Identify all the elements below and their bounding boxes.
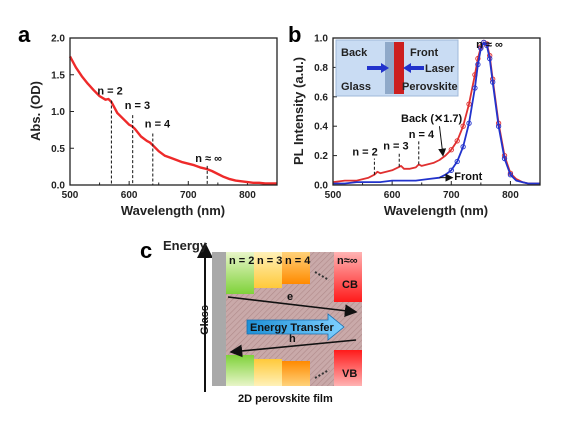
- hole-label: h: [289, 333, 296, 345]
- chart-a-ytick-label: 1.0: [51, 107, 65, 118]
- chart-a-ytick-label: 1.5: [51, 70, 65, 81]
- chart-b-data-point: [448, 167, 454, 173]
- chart-a-xtick-label: 800: [239, 190, 256, 201]
- chart-b-xtick-label: 800: [502, 190, 519, 201]
- hole-transfer-arrow: [229, 339, 357, 358]
- cb-block-n2: [226, 252, 254, 294]
- film-caption: 2D perovskite film: [238, 393, 333, 405]
- chart-b-front-label: Front: [454, 171, 482, 183]
- inset-front-arrow-icon: [403, 63, 411, 73]
- chart-b-data-point: [490, 79, 496, 85]
- chart-b-annotation: n = 3: [383, 141, 408, 153]
- vb-block-ninf: [334, 350, 362, 386]
- chart-b-ytick-label: 1.0: [314, 34, 328, 45]
- chart-a-ylabel: Abs. (OD): [28, 81, 43, 141]
- chart-b-back-pointer: [438, 126, 447, 157]
- chart-b-data-point: [478, 45, 484, 51]
- chart-b-data-point: [475, 61, 481, 68]
- chart-b-series-line-1: [333, 41, 540, 185]
- chart-b-ylabel: PL Intensity (a.u.): [291, 57, 306, 165]
- chart-b-data-point: [472, 85, 478, 91]
- chart-a-ytick-label: 0.5: [51, 144, 65, 155]
- chart-b-ytick-label: 0.8: [314, 63, 328, 74]
- vb-continuation-dots: [314, 369, 330, 379]
- chart-b-data-point: [481, 39, 487, 46]
- chart-b-data-point: [448, 147, 454, 153]
- phase-label-ninf: n≈∞: [337, 255, 358, 267]
- electron-transfer-arrow: [227, 296, 358, 318]
- chart-a-absorbance-line: [68, 55, 277, 185]
- inset-back-arrow-icon: [381, 63, 389, 73]
- chart-b-xlabel: Wavelength (nm): [384, 203, 488, 218]
- chart-b-xtick-label: 500: [325, 190, 342, 201]
- chart-b-xtick-label: 600: [384, 190, 401, 201]
- energy-axis-label: Energy: [163, 238, 208, 253]
- vb-block-n2: [226, 355, 254, 386]
- chart-a-absorbance: 500 600 700 800 0.0 0.5 1.0 1.5 2.0 n = 2n = 3 n =…: [28, 34, 278, 218]
- vb-label: VB: [342, 368, 357, 380]
- inset-back-label: Back: [341, 47, 368, 59]
- chart-b-data-point: [454, 138, 460, 144]
- panel-letter-c: c: [140, 238, 152, 263]
- vb-block-n4: [282, 361, 310, 386]
- chart-a-ytick-label: 2.0: [51, 34, 65, 45]
- chart-a-annotation: n ≈ ∞: [195, 153, 222, 165]
- chart-b-data-point: [484, 42, 490, 48]
- chart-b-xtick-label: 700: [443, 190, 460, 201]
- inset-perovskite-layer: [394, 42, 404, 94]
- chart-b-data-point: [460, 123, 466, 129]
- panel-letter-a: a: [18, 22, 31, 47]
- inset-perovskite-label: Perovskite: [402, 81, 458, 93]
- chart-b-back-label: Back (✕1.7): [401, 113, 463, 125]
- chart-b-data-point: [501, 155, 508, 162]
- inset-glass-label: Glass: [341, 81, 371, 93]
- chart-b-annotation: n = 4: [409, 129, 435, 141]
- energy-diagram: Energy Glass n = 2 n = 3 n = 4 n≈∞ CB VB…: [163, 238, 362, 405]
- vb-block-n3: [254, 359, 282, 386]
- cb-label: CB: [342, 279, 358, 291]
- phase-label-n2: n = 2: [229, 255, 254, 267]
- chart-a-xtick-label: 500: [62, 190, 79, 201]
- chart-a-annotation: n = 3: [125, 100, 150, 112]
- chart-b-frame: [332, 37, 541, 186]
- glass-substrate: [212, 252, 226, 386]
- chart-b-ytick-label: 0.6: [314, 92, 328, 103]
- chart-b-data-point: [460, 144, 466, 150]
- phase-label-n3: n = 3: [257, 255, 282, 267]
- cb-block-n3: [254, 252, 282, 288]
- cb-block-n4: [282, 252, 310, 284]
- phase-label-n4: n = 4: [285, 255, 311, 267]
- glass-label: Glass: [199, 305, 211, 335]
- chart-b-photoluminescence: 500 600 700 800 0.0 0.2 0.4 0.6 0.8 1.0 n = 2 n = 3…: [291, 34, 541, 218]
- chart-a-ytick-label: 0.0: [51, 181, 65, 192]
- chart-b-data-point: [507, 172, 514, 178]
- inset-laser-label: Laser: [425, 63, 455, 75]
- chart-b-data-point: [466, 120, 472, 126]
- panel-letter-b: b: [288, 22, 301, 47]
- chart-a-annotation: n = 4: [145, 119, 171, 131]
- chart-a-frame: [69, 37, 278, 186]
- chart-a-xtick-label: 700: [180, 190, 197, 201]
- inset-front-label: Front: [410, 47, 438, 59]
- chart-b-annotation: n ≈ ∞: [476, 39, 503, 51]
- cb-continuation-dots: [314, 271, 330, 281]
- chart-b-data-point: [495, 123, 502, 129]
- chart-b-ytick-label: 0.4: [314, 122, 328, 133]
- chart-b-inset: Back Front Laser Glass Perovskite: [335, 39, 459, 97]
- energy-transfer-arrow-icon: [246, 313, 345, 341]
- chart-b-ytick-label: 0.2: [314, 151, 328, 162]
- chart-b-data-point: [454, 158, 460, 165]
- chart-b-data-point: [466, 101, 472, 107]
- cb-block-ninf: [334, 252, 362, 302]
- chart-a-xtick-label: 600: [121, 190, 138, 201]
- chart-a-xlabel: Wavelength (nm): [121, 203, 225, 218]
- electron-label: e: [287, 291, 293, 303]
- chart-b-annotation: n = 2: [352, 147, 377, 159]
- chart-b-ytick-label: 0.0: [314, 181, 328, 192]
- chart-b-data-point: [487, 55, 493, 62]
- chart-a-annotation: n = 2: [97, 85, 122, 97]
- energy-transfer-label: Energy Transfer: [250, 322, 334, 334]
- inset-glass-layer: [385, 42, 394, 94]
